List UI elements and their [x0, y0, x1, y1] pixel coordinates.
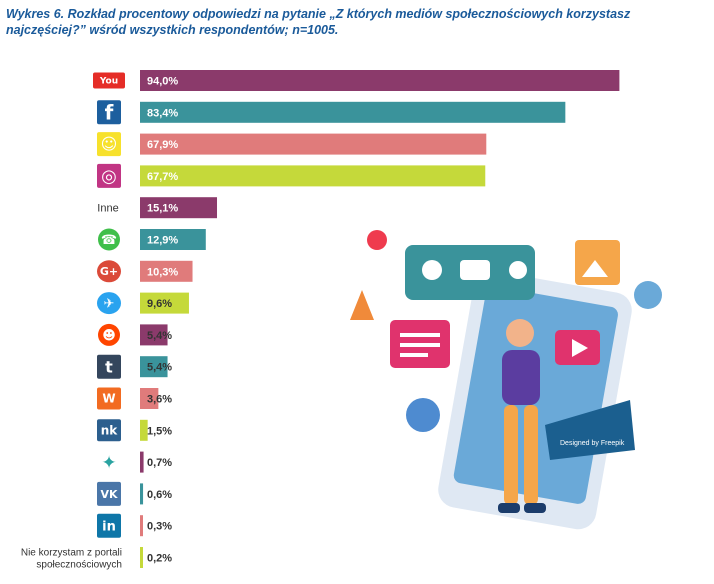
google-plus-icon-glyph: G+ — [100, 265, 118, 278]
heart-icon — [367, 230, 387, 250]
value-label-15: 0,2% — [147, 553, 172, 565]
value-label-11: 1,5% — [147, 425, 172, 437]
bar-6 — [140, 260, 193, 282]
video-play-icon — [555, 330, 600, 365]
linkedin-icon — [97, 513, 121, 538]
fotka-icon — [97, 451, 121, 474]
row-label-4: Inne — [97, 203, 118, 215]
bar-7 — [140, 292, 189, 314]
value-label-1: 83,4% — [147, 107, 178, 119]
google-plus-icon — [97, 260, 121, 283]
instagram-icon — [97, 163, 121, 188]
message-bubble-icon — [405, 245, 535, 300]
value-label-14: 0,3% — [147, 521, 172, 533]
value-label-13: 0,6% — [147, 489, 172, 501]
facebook-icon — [97, 100, 121, 125]
thumbs-up-icon — [406, 281, 662, 432]
twitter-icon-glyph: ✈ — [104, 297, 115, 312]
bar-5 — [140, 229, 206, 250]
fotka-icon-glyph: ✦ — [101, 452, 116, 473]
bar-11 — [140, 419, 148, 441]
bar-9 — [140, 356, 168, 378]
chat-icon — [390, 320, 450, 368]
linkedin-icon-glyph: in — [102, 519, 116, 534]
bar-13 — [140, 483, 144, 505]
vk-icon-glyph: VK — [100, 488, 118, 501]
chart-title: Wykres 6. Rozkład procentowy odpowiedzi … — [6, 7, 631, 37]
reddit-icon-glyph: ☻ — [102, 328, 116, 343]
wykop-icon — [97, 387, 121, 410]
person-icon — [498, 319, 546, 513]
value-label-9: 5,4% — [147, 362, 172, 374]
nk-icon — [97, 419, 121, 442]
image-icon — [575, 240, 620, 285]
bar-3 — [140, 165, 486, 187]
snapchat-icon-glyph: ☺ — [101, 135, 118, 154]
facebook-icon-glyph: f — [105, 100, 114, 124]
bar-15 — [140, 547, 143, 568]
value-label-4: 15,1% — [147, 203, 178, 215]
bar-2 — [140, 133, 487, 155]
social-media-person-illustration-icon — [350, 230, 662, 530]
snapchat-icon — [97, 132, 121, 157]
bar-8 — [140, 324, 168, 346]
value-label-0: 94,0% — [147, 76, 178, 88]
bar-12 — [140, 451, 144, 473]
value-label-2: 67,9% — [147, 139, 178, 151]
wykop-icon-glyph: W — [102, 392, 115, 406]
youtube-icon-glyph: You — [99, 77, 118, 87]
value-label-6: 10,3% — [147, 266, 178, 278]
vk-icon — [97, 481, 121, 506]
bar-10 — [140, 388, 159, 409]
instagram-icon-glyph: ◎ — [101, 166, 117, 187]
whatsapp-icon — [98, 228, 120, 251]
bar-1 — [140, 101, 566, 123]
value-label-10: 3,6% — [147, 394, 172, 406]
reddit-icon — [98, 323, 120, 346]
row-label-15: Nie korzystam z portali społecznościowych — [21, 548, 122, 571]
value-label-8: 5,4% — [147, 330, 172, 342]
envelope-icon — [545, 400, 635, 460]
youtube-icon — [93, 72, 125, 89]
tumblr-icon — [97, 354, 121, 379]
value-label-12: 0,7% — [147, 457, 172, 469]
credit-text: Designed by Freepik — [560, 440, 625, 447]
bar-0 — [140, 70, 620, 91]
twitter-icon — [97, 292, 121, 315]
bar-4 — [140, 197, 218, 219]
whatsapp-icon-glyph: ☎ — [101, 233, 117, 248]
nk-icon-glyph: nk — [101, 424, 119, 438]
value-label-7: 9,6% — [147, 298, 172, 310]
value-label-5: 12,9% — [147, 235, 178, 247]
bar-14 — [140, 515, 143, 537]
value-label-3: 67,7% — [147, 171, 178, 183]
music-icon — [350, 290, 374, 320]
tumblr-icon-glyph: t — [105, 357, 113, 376]
